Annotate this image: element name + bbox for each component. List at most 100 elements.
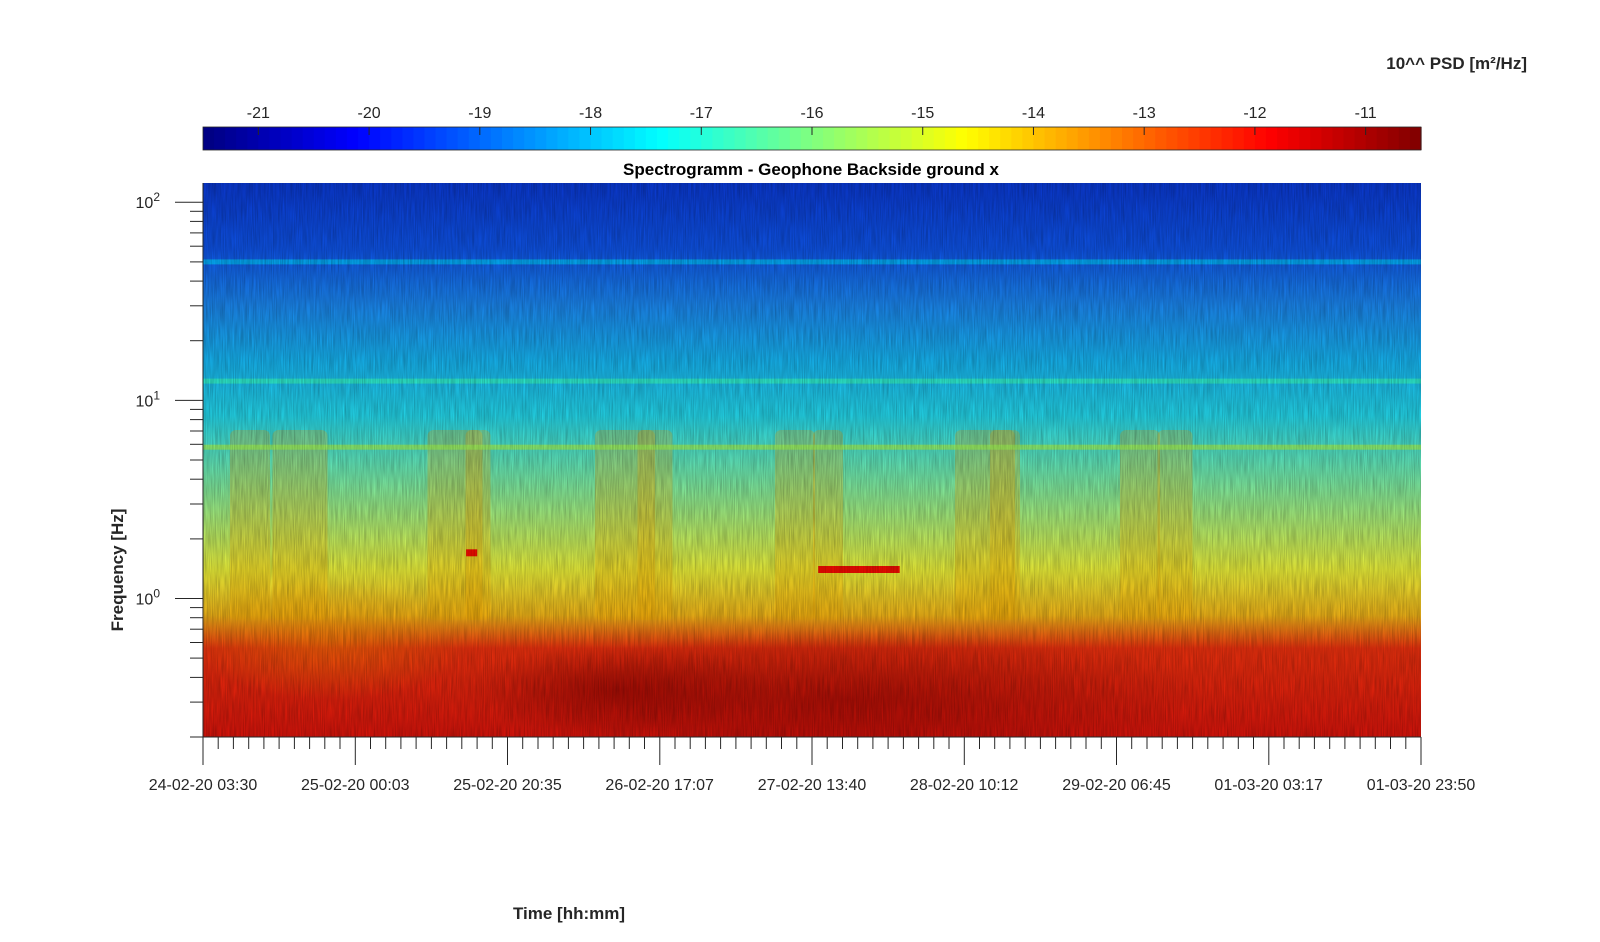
- colorbar-segment: [391, 127, 403, 150]
- colorbar-segment: [955, 127, 968, 150]
- colorbar-segment: [690, 127, 702, 150]
- colorbar-segment: [302, 127, 315, 150]
- colorbar-segment: [1354, 127, 1367, 150]
- colorbar-segment: [734, 127, 747, 150]
- colorbar-segment: [313, 127, 326, 150]
- colorbar-tick-label: -20: [358, 105, 381, 122]
- colorbar-segment: [380, 127, 392, 150]
- colorbar-segment: [590, 127, 603, 150]
- colorbar-segment: [656, 127, 669, 150]
- colorbar-segment: [1409, 127, 1422, 150]
- colorbar-segment: [612, 127, 625, 150]
- colorbar-segment: [701, 127, 713, 150]
- y-tick-label: 102: [136, 190, 161, 212]
- y-axis: 100 101 102: [136, 183, 204, 738]
- colorbar-segment: [623, 127, 636, 150]
- colorbar-segment: [1277, 127, 1289, 150]
- spectrogram-image: [203, 183, 1421, 737]
- colorbar-segment: [1232, 127, 1245, 150]
- colorbar-segment: [568, 127, 581, 150]
- colorbar-segment: [856, 127, 868, 150]
- x-tick-label: 24-02-20 03:30: [149, 777, 258, 794]
- colorbar-tick-label: -19: [468, 105, 491, 122]
- colorbar-segment: [1077, 127, 1090, 150]
- x-tick-label: 01-03-20 23:50: [1367, 777, 1476, 794]
- colorbar-segment: [457, 127, 470, 150]
- colorbar-tick-label: -14: [1022, 105, 1045, 122]
- colorbar-segment: [679, 127, 691, 150]
- colorbar-segment: [967, 127, 979, 150]
- colorbar-segment: [435, 127, 448, 150]
- colorbar-segment: [1000, 127, 1012, 150]
- colorbar-segment: [358, 127, 370, 150]
- colorbar-segment: [1321, 127, 1334, 150]
- colorbar-segment: [834, 127, 846, 150]
- colorbar-segment: [1332, 127, 1345, 150]
- x-tick-label: 25-02-20 20:35: [453, 777, 562, 794]
- colorbar-segment: [1122, 127, 1134, 150]
- colorbar-segment: [280, 127, 293, 150]
- colorbar-segment: [1288, 127, 1300, 150]
- colorbar-segment: [1188, 127, 1201, 150]
- colorbar-segment: [1144, 127, 1156, 150]
- colorbar-segment: [1310, 127, 1322, 150]
- colorbar-segment: [269, 127, 282, 150]
- colorbar-segment: [1221, 127, 1234, 150]
- x-tick-label: 29-02-20 06:45: [1062, 777, 1171, 794]
- colorbar-segment: [1265, 127, 1278, 150]
- colorbar-ticks: -21 -20 -19 -18 -17 -16 -15 -14 -13 -12 -11: [247, 105, 1377, 135]
- y-axis-label: Frequency [Hz]: [108, 509, 127, 632]
- colorbar-segment: [346, 127, 359, 150]
- colorbar-segment: [1110, 127, 1123, 150]
- colorbar-segment: [1055, 127, 1068, 150]
- colorbar-segment: [1033, 127, 1046, 150]
- colorbar-segment: [889, 127, 902, 150]
- colorbar-segment: [413, 127, 426, 150]
- colorbar-segment: [845, 127, 857, 150]
- colorbar-segment: [778, 127, 791, 150]
- colorbar-segment: [513, 127, 525, 150]
- colorbar-segment: [524, 127, 536, 150]
- colorbar-segment: [1044, 127, 1057, 150]
- colorbar-segment: [535, 127, 547, 150]
- x-tick-label: 01-03-20 03:17: [1214, 777, 1323, 794]
- colorbar-segment: [1155, 127, 1167, 150]
- chart-title: Spectrogramm - Geophone Backside ground …: [623, 160, 1000, 179]
- colorbar-segment: [203, 127, 215, 150]
- colorbar-segment: [1376, 127, 1389, 150]
- colorbar-segment: [247, 127, 259, 150]
- colorbar-segment: [1343, 127, 1356, 150]
- colorbar: [202, 126, 1422, 151]
- colorbar-tick-label: -11: [1355, 105, 1377, 122]
- x-axis-label: Time [hh:mm]: [513, 904, 625, 923]
- colorbar-segment: [911, 127, 924, 150]
- colorbar-segment: [479, 127, 492, 150]
- colorbar-segment: [402, 127, 414, 150]
- colorbar-segment: [944, 127, 957, 150]
- colorbar-segment: [922, 127, 935, 150]
- colorbar-segment: [978, 127, 990, 150]
- colorbar-segment: [878, 127, 891, 150]
- colorbar-segment: [601, 127, 614, 150]
- colorbar-segment: [369, 127, 381, 150]
- x-tick-label: 26-02-20 17:07: [605, 777, 714, 794]
- colorbar-segment: [756, 127, 769, 150]
- colorbar-segment: [225, 127, 237, 150]
- colorbar-segment: [1254, 127, 1267, 150]
- colorbar-segment: [1243, 127, 1256, 150]
- colorbar-segment: [712, 127, 725, 150]
- colorbar-tick-label: -15: [911, 105, 934, 122]
- spectrogram-grain: [203, 183, 1421, 737]
- colorbar-segment: [1099, 127, 1112, 150]
- colorbar-segment: [933, 127, 946, 150]
- colorbar-segment: [1387, 127, 1400, 150]
- x-axis: 24-02-20 03:30 25-02-20 00:03 25-02-20 20:…: [149, 736, 1476, 794]
- colorbar-segment: [1022, 127, 1035, 150]
- colorbar-segment: [1066, 127, 1079, 150]
- colorbar-segment: [468, 127, 481, 150]
- colorbar-segment: [258, 127, 271, 150]
- colorbar-segment: [1166, 127, 1178, 150]
- colorbar-segment: [1133, 127, 1145, 150]
- colorbar-segment: [1365, 127, 1378, 150]
